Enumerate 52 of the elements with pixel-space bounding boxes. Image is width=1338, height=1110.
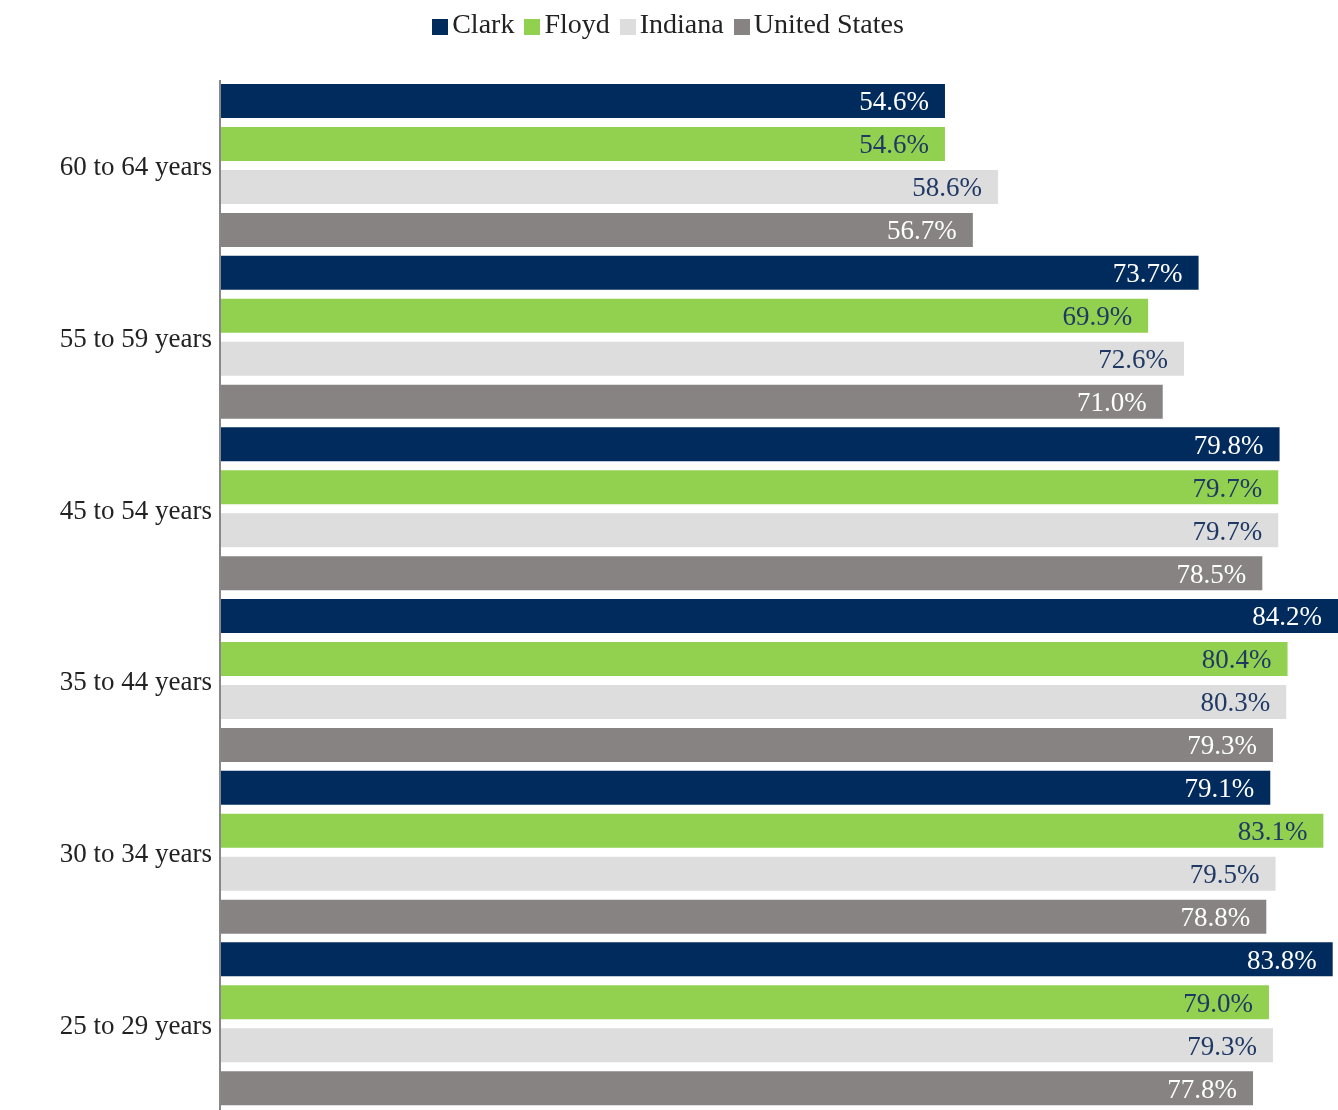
y-tick-label: 55 to 59 years (59, 323, 212, 354)
data-label: 58.6% (912, 172, 983, 203)
data-label: 78.5% (1176, 558, 1247, 589)
y-tick-label: 35 to 44 years (59, 666, 212, 697)
bar (220, 255, 1199, 290)
bar (220, 341, 1184, 376)
data-label: 84.2% (1252, 601, 1322, 632)
bar (220, 599, 1338, 633)
bar (220, 513, 1279, 548)
bar (220, 942, 1333, 977)
legend-label: Floyd (544, 8, 610, 39)
data-label: 83.1% (1237, 816, 1308, 847)
data-label: 80.4% (1201, 644, 1272, 675)
bar (220, 642, 1288, 676)
data-label: 71.0% (1076, 387, 1147, 418)
bar (220, 685, 1287, 719)
legend-label: Indiana (639, 8, 724, 39)
data-label: 54.6% (859, 86, 929, 117)
bar (220, 813, 1324, 848)
data-label: 79.0% (1183, 987, 1253, 1018)
bar (220, 127, 945, 161)
data-label: 54.6% (859, 129, 929, 160)
bar (220, 84, 945, 118)
legend-label: Clark (452, 8, 515, 39)
data-label: 83.8% (1246, 944, 1317, 975)
y-tick-label: 30 to 34 years (59, 838, 212, 869)
data-label: 69.9% (1062, 301, 1133, 332)
data-label: 79.8% (1193, 429, 1264, 460)
y-tick-label: 25 to 29 years (59, 1009, 212, 1040)
bar (220, 985, 1269, 1020)
y-tick-label: 60 to 64 years (59, 151, 212, 182)
data-label: 80.3% (1200, 687, 1271, 718)
data-label: 73.7% (1112, 258, 1183, 289)
data-label: 78.8% (1180, 902, 1251, 933)
bar (220, 170, 999, 204)
legend-label: United States (753, 8, 904, 39)
data-label: 79.7% (1192, 472, 1263, 503)
data-label: 72.6% (1098, 344, 1168, 375)
bar (220, 298, 1149, 333)
bar (220, 470, 1279, 505)
data-label: 79.5% (1189, 859, 1260, 890)
bar (220, 770, 1271, 805)
data-label: 79.1% (1184, 773, 1255, 804)
data-label: 79.3% (1187, 1030, 1257, 1061)
data-label: 77.8% (1167, 1073, 1238, 1104)
bar (220, 856, 1276, 891)
bar (220, 1028, 1273, 1063)
data-label: 56.7% (887, 215, 957, 246)
bar (220, 427, 1280, 462)
y-tick-label: 45 to 54 years (59, 494, 212, 525)
data-label: 79.3% (1187, 730, 1257, 761)
data-label: 79.7% (1192, 515, 1263, 546)
